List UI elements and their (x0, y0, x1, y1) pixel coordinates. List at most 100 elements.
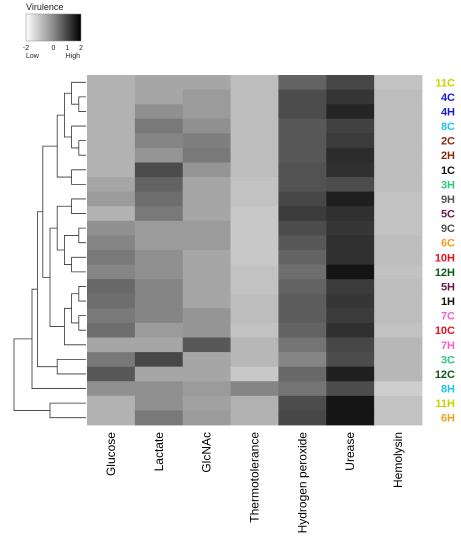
heatmap-cell (231, 133, 279, 148)
row-label: 6C (441, 238, 455, 250)
heatmap-cell (231, 148, 279, 163)
row-label: 2C (441, 136, 455, 148)
legend-tick-label: 0 (52, 45, 56, 52)
heatmap-cell (231, 104, 279, 119)
heatmap-cell (374, 163, 422, 178)
row-label: 12H (435, 267, 455, 279)
heatmap-cell (326, 206, 374, 221)
heatmap-cell (87, 396, 135, 411)
heatmap-cell (231, 338, 279, 353)
heatmap-cell (326, 250, 374, 265)
heatmap-cell (135, 148, 183, 163)
heatmap-cell (135, 294, 183, 309)
heatmap-cell (231, 381, 279, 396)
column-label: Lactate (152, 432, 166, 472)
heatmap-cell (231, 410, 279, 425)
heatmap-cell (183, 250, 231, 265)
heatmap-cell (374, 265, 422, 280)
legend-tick-label: 2 (79, 45, 83, 52)
row-label: 1H (441, 296, 455, 308)
heatmap-cell (278, 323, 326, 338)
heatmap-cell (87, 352, 135, 367)
heatmap-cell (183, 235, 231, 250)
heatmap-cell (135, 323, 183, 338)
heatmap-cell (326, 90, 374, 105)
dendrogram-branch (57, 359, 86, 374)
heatmap-cell (326, 323, 374, 338)
heatmap-cell (278, 265, 326, 280)
heatmap-cell (326, 367, 374, 382)
heatmap-cell (231, 265, 279, 280)
heatmap-cell (87, 308, 135, 323)
heatmap-cell (183, 279, 231, 294)
heatmap-cell (135, 235, 183, 250)
heatmap-cell (135, 410, 183, 425)
heatmap-cell (183, 119, 231, 134)
heatmap-cell (231, 396, 279, 411)
row-label: 9H (441, 194, 455, 206)
heatmap-cell (87, 119, 135, 134)
heatmap-cell (326, 279, 374, 294)
heatmap-cell (135, 133, 183, 148)
heatmap-cell (326, 410, 374, 425)
legend-colorbar (26, 14, 81, 41)
heatmap-cell (374, 104, 422, 119)
heatmap-cell (135, 163, 183, 178)
heatmap-cell (87, 206, 135, 221)
dendrogram-branch (79, 141, 86, 156)
heatmap-cell (326, 148, 374, 163)
heatmap-cell (135, 221, 183, 236)
row-labels: 11C 4C 4H 8C 2C 2H 1C 3H 9H 5C 9C 6C 10H 12H 5H 1H 7C 10C… (435, 77, 455, 424)
heatmap-cell (87, 133, 135, 148)
row-dendrogram (14, 82, 86, 417)
dendrogram-branch (72, 199, 86, 214)
heatmap-cell (87, 381, 135, 396)
heatmap-cell (231, 119, 279, 134)
row-label: 3C (441, 354, 455, 366)
heatmap-cell (135, 352, 183, 367)
heatmap-cell (374, 119, 422, 134)
heatmap-cell (183, 163, 231, 178)
heatmap-cell (278, 119, 326, 134)
dendrogram-branch (79, 286, 86, 301)
heatmap-cell (374, 148, 422, 163)
heatmap-cell (231, 279, 279, 294)
heatmap-cell (374, 367, 422, 382)
legend-title: Virulence (26, 2, 63, 12)
column-label: Urease (343, 432, 357, 471)
heatmap-cell (278, 235, 326, 250)
heatmap-cell (135, 177, 183, 192)
heatmap-cell (326, 308, 374, 323)
heatmap-cell (183, 396, 231, 411)
legend-ticks: -2 0 1 2 (23, 45, 83, 52)
legend-tick-label: -2 (23, 45, 29, 52)
heatmap-cell (278, 148, 326, 163)
heatmap-cell (278, 133, 326, 148)
heatmap-cell (231, 308, 279, 323)
heatmap-cell (374, 381, 422, 396)
heatmap-cell (183, 104, 231, 119)
row-label: 5C (441, 209, 455, 221)
row-label: 3H (441, 179, 455, 191)
heatmap-cell (374, 410, 422, 425)
heatmap-cell (183, 352, 231, 367)
heatmap-cell (87, 90, 135, 105)
column-label: Hydrogen peroxide (295, 432, 309, 534)
heatmap-cell (278, 352, 326, 367)
heatmap-cell (183, 148, 231, 163)
heatmap-cell (231, 323, 279, 338)
heatmap-cell (183, 265, 231, 280)
heatmap-cell (326, 235, 374, 250)
heatmap-cell (135, 367, 183, 382)
row-label: 4H (441, 106, 455, 118)
heatmap-cell (135, 396, 183, 411)
legend-low-label: Low (26, 53, 40, 60)
heatmap-cell (135, 75, 183, 90)
heatmap-cell (135, 308, 183, 323)
heatmap-cell (326, 352, 374, 367)
heatmap-cell (231, 250, 279, 265)
heatmap-cell (231, 192, 279, 207)
heatmap-cell (87, 367, 135, 382)
heatmap-cell (183, 221, 231, 236)
heatmap-cell (374, 206, 422, 221)
